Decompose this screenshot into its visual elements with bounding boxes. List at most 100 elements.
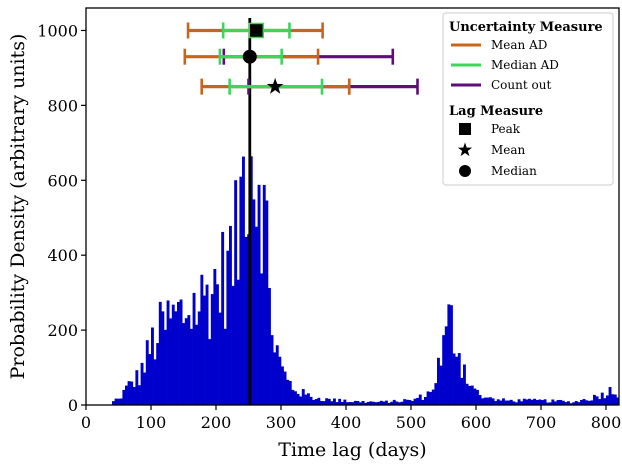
svg-text:Median: Median xyxy=(491,164,537,178)
legend-square-icon xyxy=(459,123,471,135)
histogram-bar xyxy=(460,377,464,405)
histogram-bar xyxy=(473,388,477,405)
histogram-bar xyxy=(442,335,446,405)
histogram-bar xyxy=(530,399,534,405)
histogram-bar xyxy=(528,398,531,405)
histogram-bar xyxy=(481,398,485,405)
x-axis-label: Time lag (days) xyxy=(278,439,426,461)
histogram-bar xyxy=(325,398,329,405)
histogram-bar xyxy=(283,371,287,405)
histogram-bar xyxy=(239,176,243,405)
histogram-bar xyxy=(148,354,152,405)
histogram-bar xyxy=(346,402,349,405)
histogram-bar xyxy=(114,398,118,405)
histogram-bar xyxy=(364,402,368,405)
histogram-bar xyxy=(390,401,394,405)
x-tick-label: 700 xyxy=(526,413,557,432)
histogram-bar xyxy=(603,398,607,405)
histogram-bar xyxy=(499,400,503,405)
legend-title-uncertainty: Uncertainty Measure xyxy=(449,20,603,35)
histogram-bar xyxy=(600,392,604,405)
histogram-bar xyxy=(317,397,321,405)
histogram-bar xyxy=(400,401,404,405)
histogram-bar xyxy=(517,399,521,405)
histogram-bar xyxy=(187,315,191,405)
histogram-bar xyxy=(119,398,123,405)
legend-title-lag: Lag Measure xyxy=(449,104,543,119)
histogram-bar xyxy=(572,402,576,405)
histogram-bar xyxy=(444,326,448,405)
histogram-bar xyxy=(117,398,121,405)
histogram-bar xyxy=(304,394,308,405)
histogram-bar xyxy=(312,400,316,405)
histogram-bar xyxy=(465,383,469,405)
histogram-bar xyxy=(457,353,461,405)
histogram-bar xyxy=(127,381,131,405)
histogram-bar xyxy=(366,401,370,405)
error-bars xyxy=(183,22,419,95)
histogram-bar xyxy=(608,387,612,405)
histogram-bar xyxy=(405,399,409,405)
histogram-bar xyxy=(486,397,490,405)
legend-item-mean-ad: Mean AD xyxy=(451,38,547,52)
marker-mean xyxy=(266,77,284,94)
histogram-bar xyxy=(426,391,430,405)
histogram-bar xyxy=(590,400,594,405)
histogram-bar xyxy=(582,399,586,405)
histogram-bar xyxy=(166,300,170,405)
histogram-bar xyxy=(218,312,222,405)
histogram-bar xyxy=(138,385,141,405)
histogram-bar xyxy=(561,400,565,405)
histogram-bar xyxy=(327,398,331,405)
histogram-bar xyxy=(595,396,599,405)
histogram-bar xyxy=(291,389,295,405)
histogram-bar xyxy=(265,200,269,405)
histogram-bar xyxy=(374,402,378,405)
histogram-bar xyxy=(216,284,219,405)
histogram-bar xyxy=(574,401,578,405)
histogram-bar xyxy=(416,397,420,405)
histogram-bar xyxy=(203,295,206,405)
histogram-bar xyxy=(546,402,550,405)
histogram-bar xyxy=(234,180,238,405)
histogram-bar xyxy=(244,236,248,405)
svg-text:Peak: Peak xyxy=(491,122,521,136)
histogram-bar xyxy=(296,393,300,405)
histogram-bar xyxy=(242,156,245,405)
histogram-bar xyxy=(130,381,134,405)
histogram-bar xyxy=(421,399,425,405)
histogram-bar xyxy=(377,401,381,405)
histogram-bar xyxy=(606,395,609,405)
histogram-bar xyxy=(348,402,352,405)
histogram-bar xyxy=(564,402,568,405)
histogram-bar xyxy=(520,401,524,405)
x-tick-label: 500 xyxy=(396,413,427,432)
histogram-bar xyxy=(491,398,495,405)
plot-frame xyxy=(85,7,620,406)
histogram-bar xyxy=(593,394,596,405)
histogram-bar xyxy=(559,399,563,405)
legend-circle-icon xyxy=(459,165,471,177)
histogram-bar xyxy=(434,383,438,405)
histogram-bar xyxy=(418,394,422,405)
histogram-bar xyxy=(543,399,547,405)
histogram-bar xyxy=(468,385,472,405)
histogram-bar xyxy=(161,311,165,405)
histogram-bar xyxy=(369,401,373,405)
histogram-bar xyxy=(580,399,583,405)
histogram-bar xyxy=(450,305,453,405)
histogram-bar xyxy=(330,401,334,405)
histogram-bar xyxy=(200,274,204,405)
histogram-bar xyxy=(192,292,196,405)
histogram-bar xyxy=(299,396,303,405)
histogram-bar xyxy=(353,400,357,405)
histogram-bar xyxy=(314,399,318,405)
histogram-bar xyxy=(541,400,544,405)
histogram-bar xyxy=(179,299,183,405)
histogram-bar xyxy=(171,304,175,405)
histogram-bar xyxy=(322,401,326,405)
histogram-bar xyxy=(483,397,487,405)
histogram-bar xyxy=(182,323,186,405)
histogram-bar xyxy=(533,398,537,405)
histogram-bar xyxy=(320,400,323,405)
